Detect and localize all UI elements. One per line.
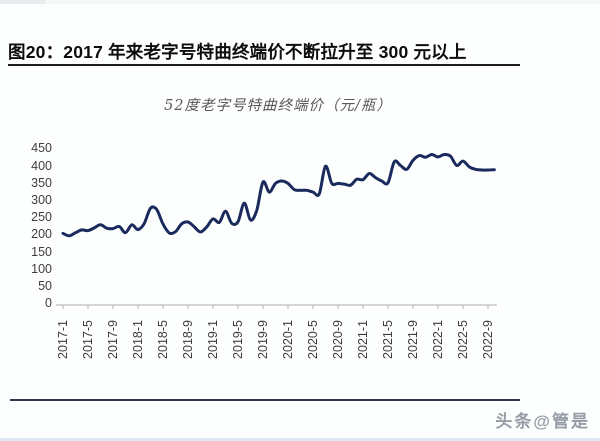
x-axis-label: 2020-9 xyxy=(331,320,345,359)
y-axis-label: 50 xyxy=(38,279,52,294)
x-axis-label: 2018-5 xyxy=(156,320,170,359)
x-axis-label: 2022-5 xyxy=(456,320,470,359)
y-axis-label: 300 xyxy=(31,192,52,207)
x-axis-label: 2021-5 xyxy=(381,320,395,359)
x-axis-label: 2018-9 xyxy=(181,320,195,359)
x-axis-label: 2022-1 xyxy=(431,320,445,359)
y-axis-label: 100 xyxy=(31,261,52,276)
watermark: 头条@管是 xyxy=(495,412,590,431)
x-axis-label: 2019-5 xyxy=(231,320,245,359)
y-axis-label: 450 xyxy=(31,141,52,156)
top-edge-strip xyxy=(0,0,600,4)
y-axis-label: 350 xyxy=(31,175,52,190)
y-axis-label: 200 xyxy=(31,227,52,242)
x-axis-label: 2020-5 xyxy=(306,320,320,359)
bottom-edge-strip xyxy=(0,438,600,441)
y-axis-label: 400 xyxy=(31,158,52,173)
y-axis-label: 150 xyxy=(31,244,52,259)
x-axis-label: 2017-1 xyxy=(56,320,70,359)
x-axis-label: 2017-5 xyxy=(81,320,95,359)
x-axis-label: 2018-1 xyxy=(131,320,145,359)
bottom-divider xyxy=(10,399,520,401)
y-axis-label: 250 xyxy=(31,210,52,225)
chart-subtitle: 52度老字号特曲终端价（元/瓶） xyxy=(164,98,392,114)
title-divider xyxy=(8,64,520,66)
y-axis-label: 0 xyxy=(45,296,52,311)
x-axis-label: 2022-9 xyxy=(481,320,495,359)
x-axis-label: 2020-1 xyxy=(281,320,295,359)
x-axis-label: 2021-1 xyxy=(356,320,370,359)
figure-title: 图20：2017 年来老字号特曲终端价不断拉升至 300 元以上 xyxy=(8,42,467,62)
x-axis-label: 2019-9 xyxy=(256,320,270,359)
x-axis-label: 2021-9 xyxy=(406,320,420,359)
x-axis-label: 2017-9 xyxy=(106,320,120,359)
x-axis-label: 2019-1 xyxy=(206,320,220,359)
